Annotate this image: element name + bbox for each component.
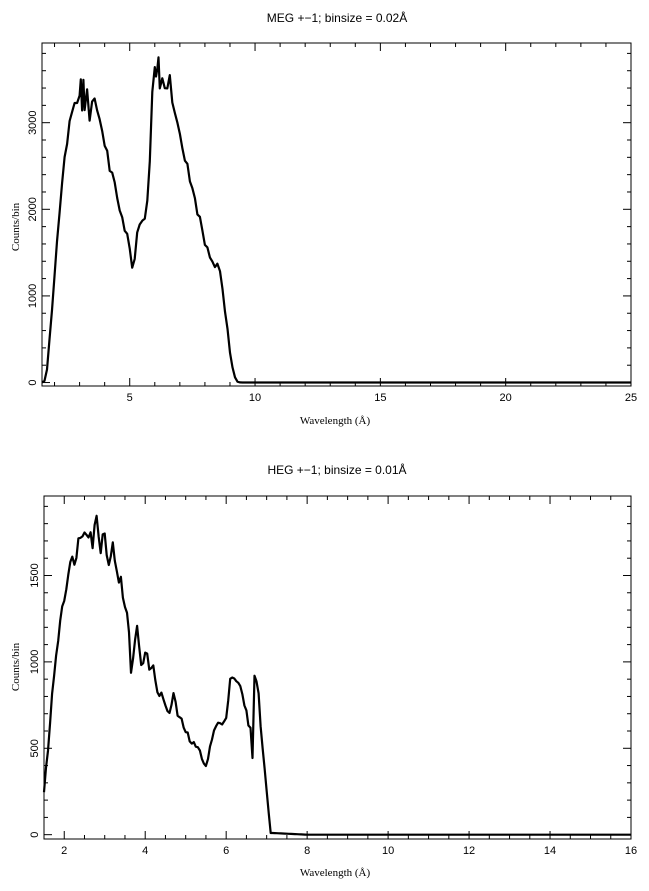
meg-x-axis-label: Wavelength (Å)	[300, 415, 371, 427]
heg-chart-title: HEG +−1; binsize = 0.01Å	[267, 462, 406, 477]
heg-x-tick-label: 2	[61, 845, 67, 857]
heg-x-axis-label: Wavelength (Å)	[300, 867, 371, 879]
meg-y-tick-label: 3000	[27, 110, 39, 134]
meg-y-tick-label: 1000	[27, 284, 39, 308]
meg-x-tick-label: 10	[249, 392, 261, 404]
meg-series-line	[41, 56, 631, 384]
heg-x-tick-label: 16	[625, 845, 637, 857]
heg-plot-frame	[43, 495, 632, 840]
heg-x-tick-label: 14	[544, 845, 556, 857]
heg-y-axis-label: Counts/bin	[10, 642, 22, 691]
meg-chart: MEG +−1; binsize = 0.02Å Wavelength (Å) …	[10, 10, 637, 427]
meg-ticks: 5 10 15 20 25 0 1000 2000 3000	[27, 43, 637, 404]
heg-x-tick-label: 10	[382, 845, 394, 857]
heg-x-tick-label: 8	[304, 845, 310, 857]
heg-y-tick-label: 1000	[29, 650, 41, 674]
meg-y-tick-label: 0	[27, 379, 39, 385]
meg-x-tick-label: 15	[374, 392, 386, 404]
meg-x-tick-label: 25	[625, 392, 637, 404]
meg-y-axis-label: Counts/bin	[10, 202, 22, 251]
meg-series	[41, 56, 631, 384]
heg-y-tick-label: 1500	[29, 563, 41, 587]
heg-y-tick-label: 0	[29, 832, 41, 838]
heg-x-tick-label: 4	[142, 845, 148, 857]
heg-x-tick-label: 12	[463, 845, 475, 857]
heg-ticks: 2 4 6 8 10 12 14 16 0 500 1000 1500	[29, 496, 637, 857]
heg-series	[42, 514, 631, 836]
meg-y-tick-label: 2000	[27, 197, 39, 221]
meg-x-tick-label: 5	[127, 392, 133, 404]
heg-chart: HEG +−1; binsize = 0.01Å Wavelength (Å) …	[10, 462, 637, 879]
meg-chart-title: MEG +−1; binsize = 0.02Å	[267, 10, 407, 25]
heg-series-line	[42, 514, 631, 836]
meg-x-tick-label: 20	[500, 392, 512, 404]
heg-x-tick-label: 6	[223, 845, 229, 857]
heg-y-tick-label: 500	[29, 739, 41, 757]
meg-plot-frame	[41, 42, 632, 387]
